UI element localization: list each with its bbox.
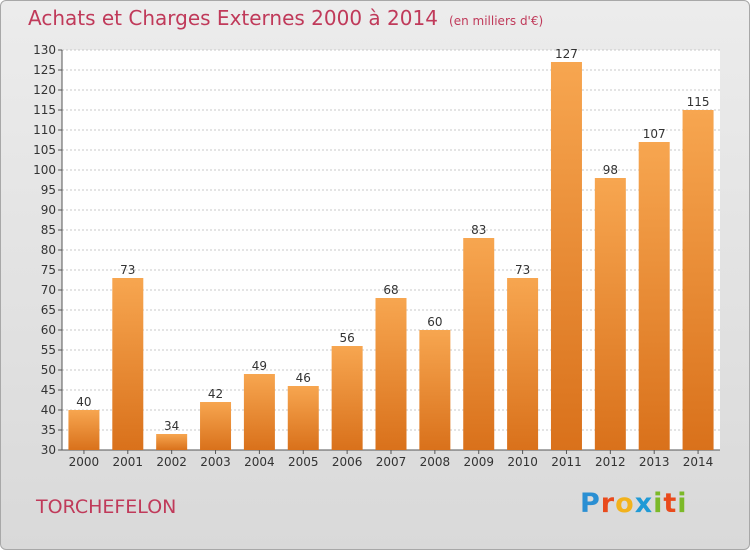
data-label: 46 bbox=[296, 371, 311, 385]
data-label: 34 bbox=[164, 419, 179, 433]
logo-letter: o bbox=[615, 488, 635, 519]
data-label: 60 bbox=[427, 315, 442, 329]
bar bbox=[243, 374, 275, 450]
x-tick-label: 2009 bbox=[463, 455, 494, 469]
y-tick-label: 65 bbox=[41, 303, 56, 317]
y-tick-label: 75 bbox=[41, 263, 56, 277]
bar bbox=[112, 278, 144, 450]
y-tick-label: 55 bbox=[41, 343, 56, 357]
data-label: 127 bbox=[555, 47, 578, 61]
x-tick-label: 2010 bbox=[507, 455, 538, 469]
y-tick-label: 35 bbox=[41, 423, 56, 437]
y-tick-label: 120 bbox=[33, 83, 56, 97]
bar bbox=[507, 278, 539, 450]
x-tick-label: 2002 bbox=[156, 455, 187, 469]
x-tick-label: 2012 bbox=[595, 455, 626, 469]
x-tick-label: 2005 bbox=[288, 455, 319, 469]
bar bbox=[287, 386, 319, 450]
x-tick-label: 2001 bbox=[113, 455, 144, 469]
x-tick-label: 2013 bbox=[639, 455, 670, 469]
y-tick-label: 100 bbox=[33, 163, 56, 177]
y-tick-label: 80 bbox=[41, 243, 56, 257]
y-tick-label: 30 bbox=[41, 443, 56, 457]
x-tick-label: 2008 bbox=[420, 455, 451, 469]
x-tick-label: 2014 bbox=[683, 455, 714, 469]
x-tick-label: 2006 bbox=[332, 455, 363, 469]
bar bbox=[638, 142, 670, 450]
y-tick-label: 105 bbox=[33, 143, 56, 157]
bar bbox=[375, 298, 407, 450]
y-tick-label: 40 bbox=[41, 403, 56, 417]
bar bbox=[68, 410, 100, 450]
bar bbox=[419, 330, 451, 450]
bar bbox=[682, 110, 714, 450]
chart-title: Achats et Charges Externes 2000 à 2014 bbox=[28, 6, 438, 30]
bar bbox=[463, 238, 495, 450]
data-label: 49 bbox=[252, 359, 267, 373]
y-tick-label: 50 bbox=[41, 363, 56, 377]
y-tick-label: 110 bbox=[33, 123, 56, 137]
data-label: 73 bbox=[120, 263, 135, 277]
commune-name: TORCHEFELON bbox=[36, 496, 177, 518]
data-label: 115 bbox=[687, 95, 710, 109]
data-label: 40 bbox=[76, 395, 91, 409]
x-tick-label: 2003 bbox=[200, 455, 231, 469]
logo-letter: i bbox=[653, 488, 664, 519]
y-tick-label: 70 bbox=[41, 283, 56, 297]
bar bbox=[156, 434, 188, 450]
logo-letter: x bbox=[634, 488, 654, 519]
data-label: 73 bbox=[515, 263, 530, 277]
y-tick-label: 125 bbox=[33, 63, 56, 77]
y-tick-label: 45 bbox=[41, 383, 56, 397]
bar bbox=[200, 402, 232, 450]
logo-letter: i bbox=[677, 488, 688, 519]
y-tick-label: 115 bbox=[33, 103, 56, 117]
data-label: 56 bbox=[339, 331, 354, 345]
x-tick-label: 2007 bbox=[376, 455, 407, 469]
data-label: 107 bbox=[643, 127, 666, 141]
y-tick-label: 95 bbox=[41, 183, 56, 197]
logo-letter: r bbox=[600, 488, 616, 519]
bar bbox=[550, 62, 582, 450]
logo-letter: P bbox=[580, 488, 601, 519]
y-tick-label: 130 bbox=[33, 43, 56, 57]
y-tick-label: 90 bbox=[41, 203, 56, 217]
y-tick-label: 85 bbox=[41, 223, 56, 237]
x-tick-label: 2004 bbox=[244, 455, 275, 469]
y-tick-label: 60 bbox=[41, 323, 56, 337]
title-row: Achats et Charges Externes 2000 à 2014 (… bbox=[28, 6, 543, 30]
x-tick-label: 2000 bbox=[69, 455, 100, 469]
logo-letter: t bbox=[663, 488, 678, 519]
x-tick-label: 2011 bbox=[551, 455, 582, 469]
data-label: 68 bbox=[383, 283, 398, 297]
bar bbox=[594, 178, 626, 450]
data-label: 83 bbox=[471, 223, 486, 237]
bar bbox=[331, 346, 363, 450]
data-label: 42 bbox=[208, 387, 223, 401]
chart-subtitle: (en milliers d'€) bbox=[449, 14, 544, 28]
proxiti-logo[interactable]: Proxiti bbox=[580, 488, 688, 519]
data-label: 98 bbox=[603, 163, 618, 177]
